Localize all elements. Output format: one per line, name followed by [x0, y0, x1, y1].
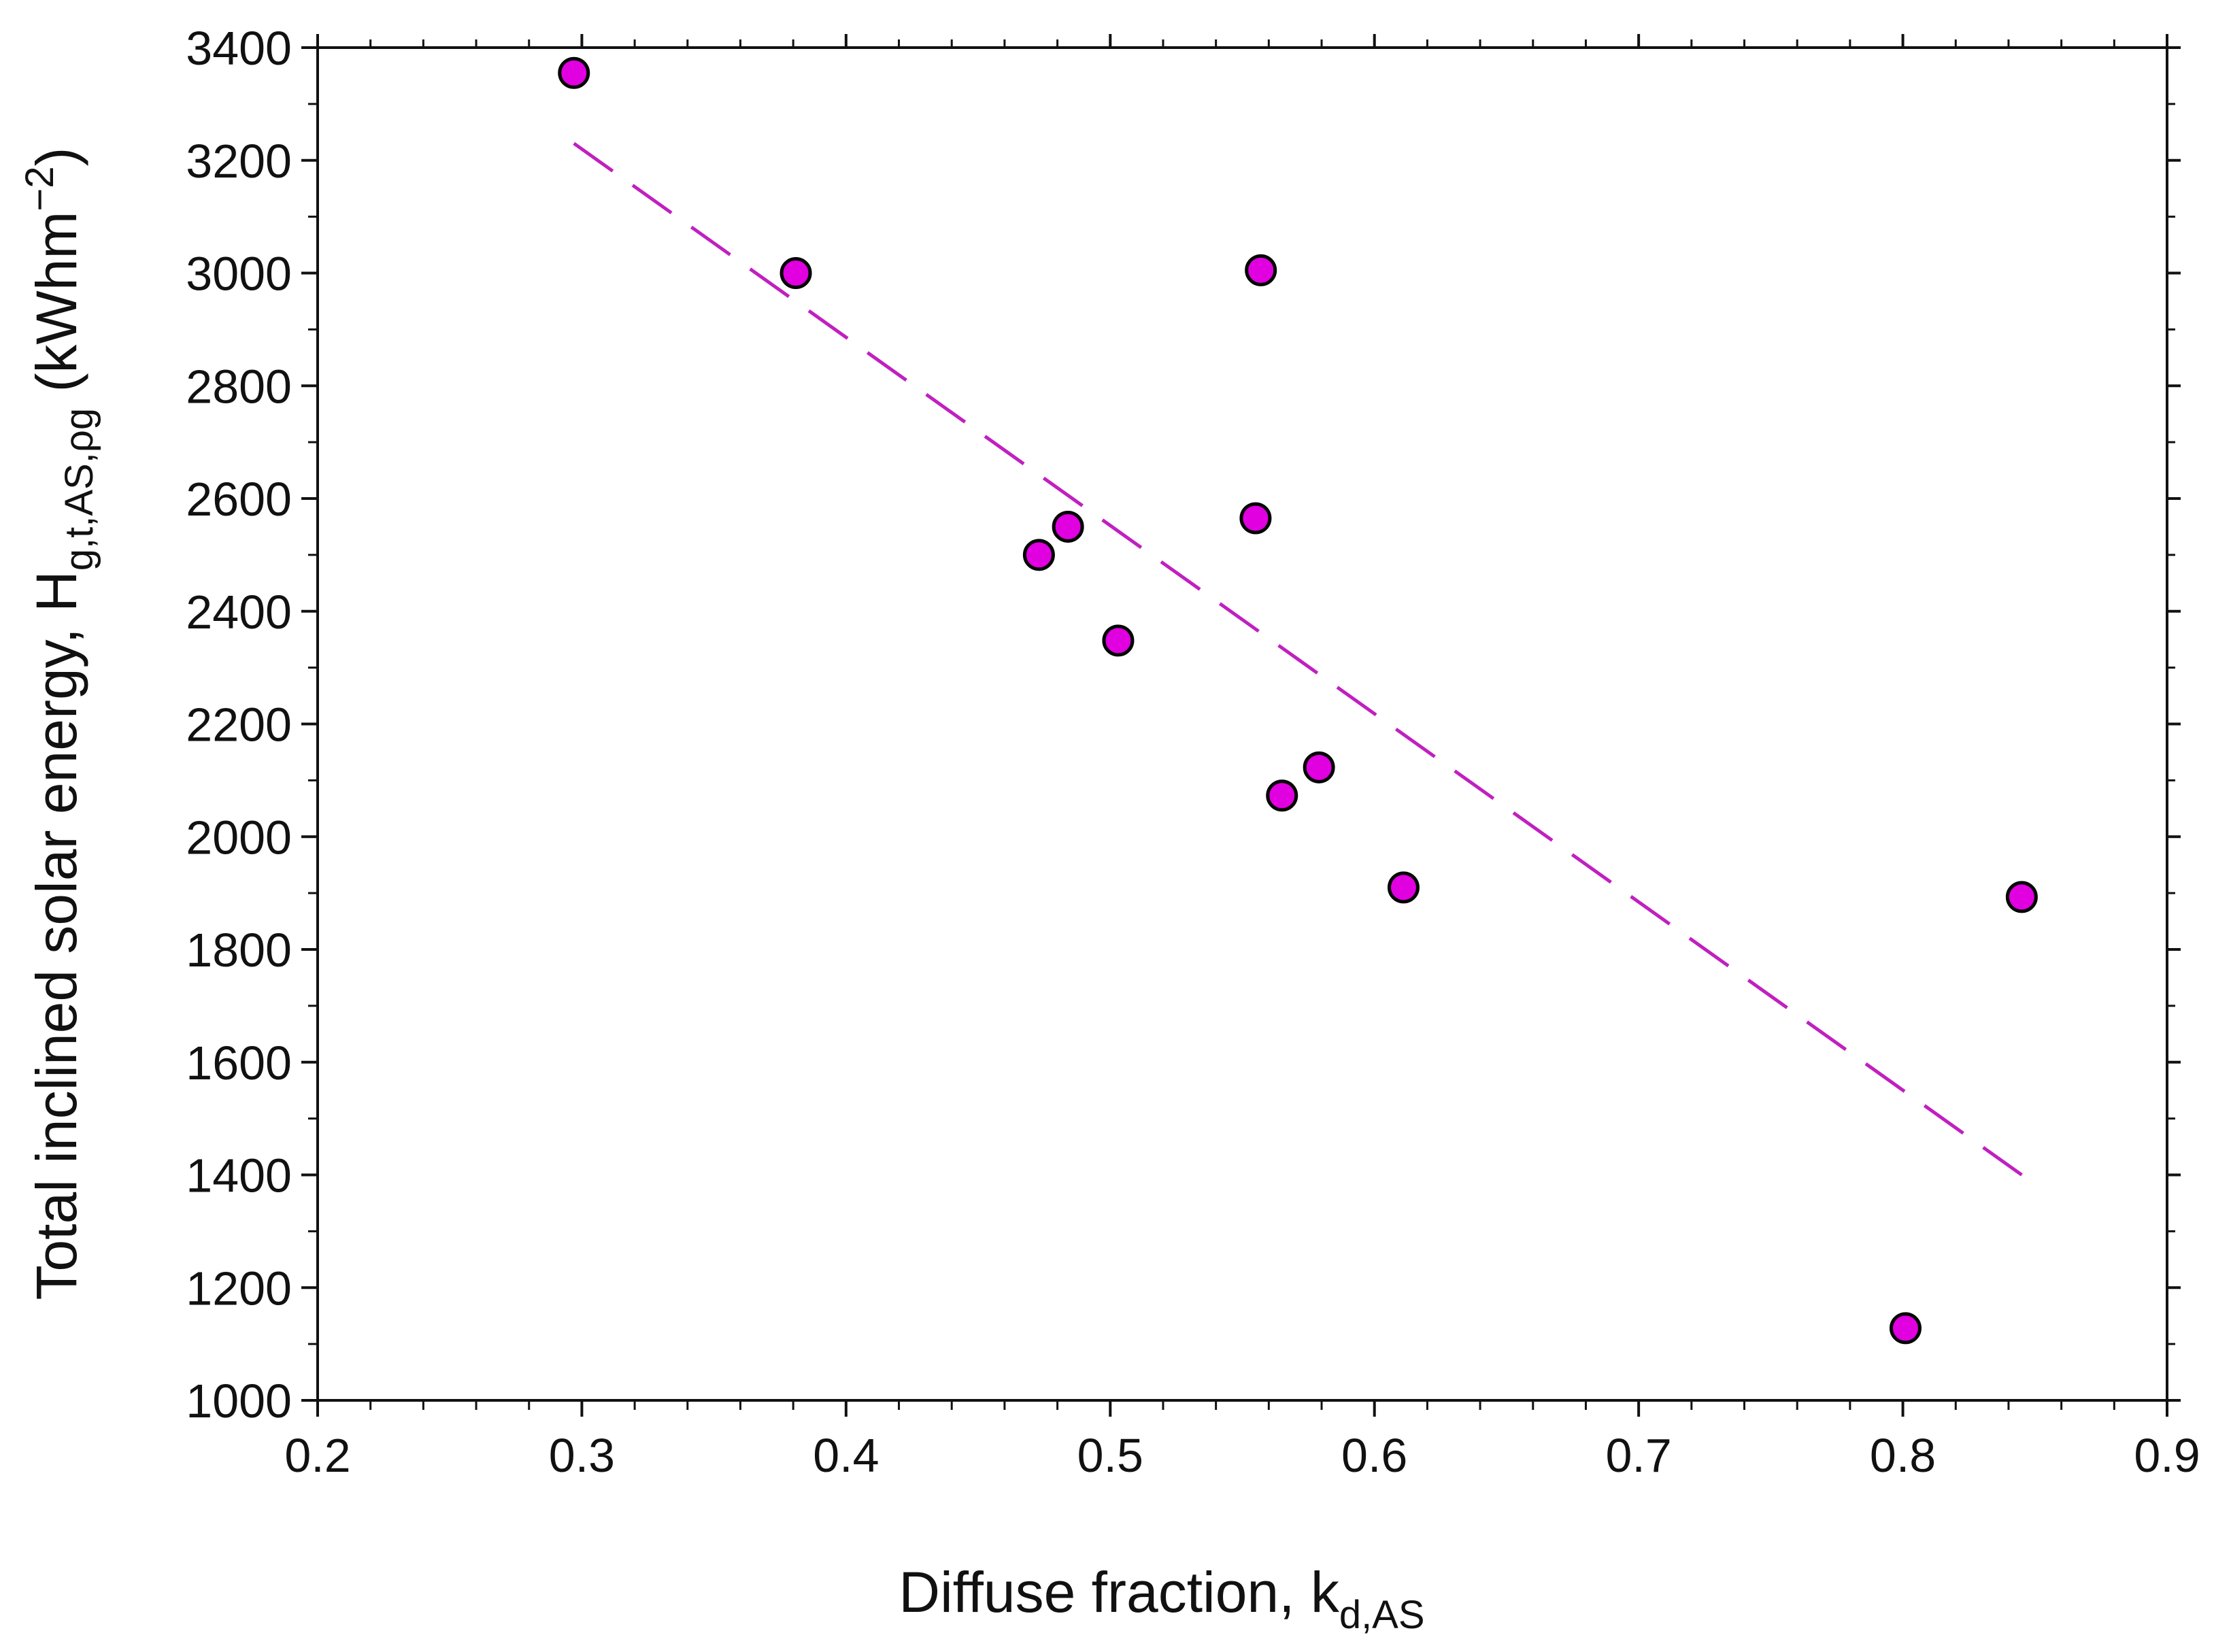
y-tick-label: 2200 — [186, 698, 292, 752]
y-axis-title-unit-exponent: −2 — [18, 166, 62, 211]
data-point — [1245, 254, 1277, 286]
x-axis-title-subscript: d,AS — [1339, 1593, 1425, 1637]
data-point — [1303, 751, 1335, 783]
x-tick-label: 0.4 — [813, 1429, 879, 1482]
data-point — [779, 257, 812, 289]
x-tick-label: 0.3 — [549, 1429, 615, 1482]
x-axis-title: Diffuse fraction, kd,AS — [899, 1560, 1424, 1637]
y-tick-label: 2600 — [186, 473, 292, 526]
plot-frame — [316, 46, 2168, 1402]
y-axis-title-main: Total inclined solar energy, H — [24, 571, 88, 1300]
data-point — [1266, 779, 1298, 812]
y-axis-title-unit-close: ) — [24, 147, 88, 166]
data-point — [1239, 502, 1272, 535]
data-point — [1022, 539, 1055, 571]
y-tick-label: 1200 — [186, 1262, 292, 1315]
data-point — [2005, 881, 2038, 913]
y-tick-label: 2400 — [186, 586, 292, 639]
y-axis-title-unit: (kWhm — [24, 212, 88, 408]
y-tick-label: 3200 — [186, 135, 292, 188]
x-tick-label: 0.9 — [2134, 1429, 2200, 1482]
y-tick-label: 1600 — [186, 1036, 292, 1090]
data-point — [1387, 871, 1420, 904]
x-tick-label: 0.6 — [1341, 1429, 1407, 1482]
x-axis-ticks: 0.2 0.3 0.4 0.5 0.6 0.7 0.8 0.9 — [284, 34, 2200, 1482]
y-tick-label: 1400 — [186, 1149, 292, 1202]
y-tick-label: 1800 — [186, 924, 292, 977]
y-tick-label: 1000 — [186, 1375, 292, 1428]
data-point — [558, 56, 590, 89]
x-tick-label: 0.2 — [284, 1429, 350, 1482]
y-tick-label: 2800 — [186, 360, 292, 413]
x-tick-label: 0.5 — [1077, 1429, 1143, 1482]
y-tick-label: 2000 — [186, 811, 292, 864]
data-points-layer — [558, 56, 2038, 1345]
data-point — [1889, 1312, 1922, 1345]
x-tick-label: 0.8 — [1870, 1429, 1936, 1482]
y-axis-title: Total inclined solar energy, Hg,t,AS,ρg … — [18, 147, 101, 1300]
y-tick-label: 3400 — [186, 22, 292, 75]
data-point — [1102, 624, 1135, 657]
trend-line — [573, 141, 2023, 1177]
x-tick-label: 0.7 — [1605, 1429, 1671, 1482]
data-point — [1052, 510, 1084, 543]
y-axis-title-subscript: g,t,AS,ρg — [57, 408, 101, 571]
y-tick-label: 3000 — [186, 248, 292, 301]
x-axis-title-main: Diffuse fraction, k — [899, 1560, 1339, 1624]
trend-line-layer — [573, 141, 2023, 1177]
y-axis-ticks: 1000 1200 1400 1600 1800 2000 2200 2400 2600 2800… — [186, 22, 2181, 1428]
